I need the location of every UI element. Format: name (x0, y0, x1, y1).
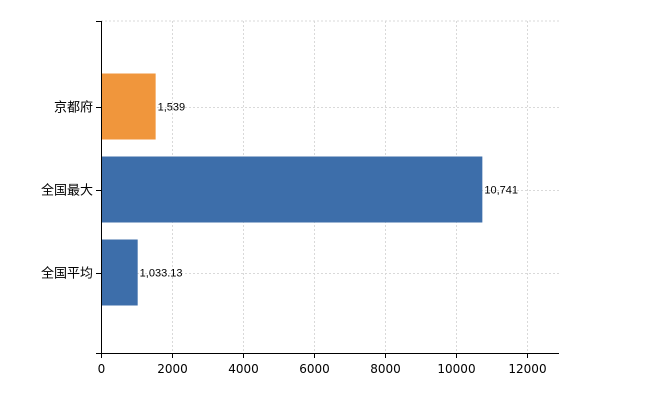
bars (101, 73, 483, 306)
x-tick-label: 8000 (370, 362, 401, 376)
data-label: 1,033.13 (140, 268, 183, 280)
category-label: 全国最大 (41, 183, 93, 199)
x-tick-label: 2000 (157, 362, 188, 376)
category-label: 全国平均 (41, 266, 93, 282)
x-tick-label: 6000 (299, 362, 330, 376)
labels: 0 2000 4000 6000 8000 10000 12000 京都府 1,539 全国最大 1… (41, 21, 547, 376)
data-label: 10,741 (484, 185, 518, 197)
axes (101, 21, 559, 354)
x-tick-label: 12000 (508, 362, 546, 376)
x-tick-label: 0 (98, 362, 106, 376)
bar (101, 73, 156, 140)
data-label: 1,539 (158, 102, 186, 114)
x-tick-label: 10000 (437, 362, 475, 376)
category-label: 京都府 (54, 101, 93, 116)
bar (101, 156, 483, 223)
bar (101, 239, 138, 306)
x-tick-label: 4000 (228, 362, 259, 376)
